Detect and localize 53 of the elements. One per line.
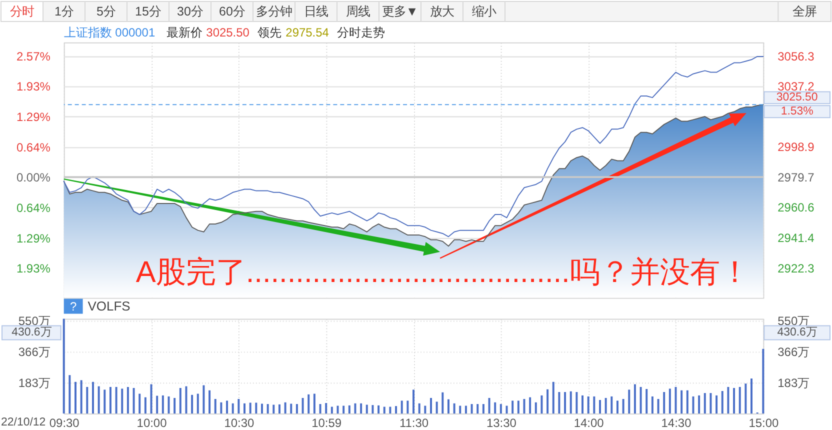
text: 分时 [10,4,34,18]
y-tick-label: 2979.7 [778,170,815,185]
text: ? [70,299,77,314]
y-tick-label: 366万 [18,345,50,360]
text: 2975.54 [286,25,330,40]
x-tick-label: 11:30 [399,416,429,430]
annotation: A股完了.......................................吗？并没有！ [136,256,750,289]
text: 放大 [430,4,454,18]
y-tick-label: 183万 [18,376,50,390]
y2-tick-label: 0.64% [16,140,51,155]
y2-tick-label: 1.29% [16,231,51,246]
y2-tick-label: 2.57% [16,50,51,64]
y-tick-label: 3037.2 [778,80,815,94]
x-tick-label: 13:30 [486,416,517,430]
x-tick-label: 10:59 [312,416,342,430]
text: 1分 [54,4,74,18]
text: 分时走势 [337,25,386,40]
x-tick-label: 14:30 [661,416,692,430]
text: 周线 [346,4,370,18]
text: 全屏 [792,4,817,18]
x-tick-label: 15:00 [748,416,779,430]
y-tick-label: 3056.3 [778,49,815,64]
chart-title: VOLFS [88,298,131,314]
x-tick-label: 14:00 [574,416,604,430]
y2-tick-label: 1.93% [16,80,51,94]
text: 1.53% [780,106,814,118]
text: 缩小 [472,4,496,18]
x-tick-label: 09:30 [49,416,80,430]
text: 60分 [219,4,245,18]
chart-title: 上证指数 000001 [64,25,156,40]
text: 22/10/12 [1,416,46,428]
y-tick-label: 2998.9 [778,140,815,154]
text: 430.6万 [777,326,817,339]
text: 更多▼ [382,4,418,18]
ref-line-label: 3025.50 [776,92,818,104]
text: 3025.50 [206,25,250,40]
text: 日线 [304,4,328,18]
x-tick-label: 10:30 [224,416,254,430]
y2-tick-label: 1.93% [16,262,51,276]
text: 30分 [177,4,203,18]
y-tick-label: 2922.3 [778,261,815,276]
text: 最新价 [166,25,202,40]
text: 5分 [96,4,116,18]
text: 领先 [258,25,282,40]
text: 多分钟 [256,4,292,18]
y-tick-label: 2960.6 [778,200,815,215]
text: 430.6万 [12,326,52,339]
y2-tick-label: 0.00% [16,170,51,185]
y-tick-label: 2941.4 [778,231,815,246]
y2-tick-label: 0.64% [16,200,51,215]
y2-tick-label: 1.29% [16,110,51,124]
x-tick-label: 10:00 [136,416,168,430]
text: 15分 [135,4,161,18]
